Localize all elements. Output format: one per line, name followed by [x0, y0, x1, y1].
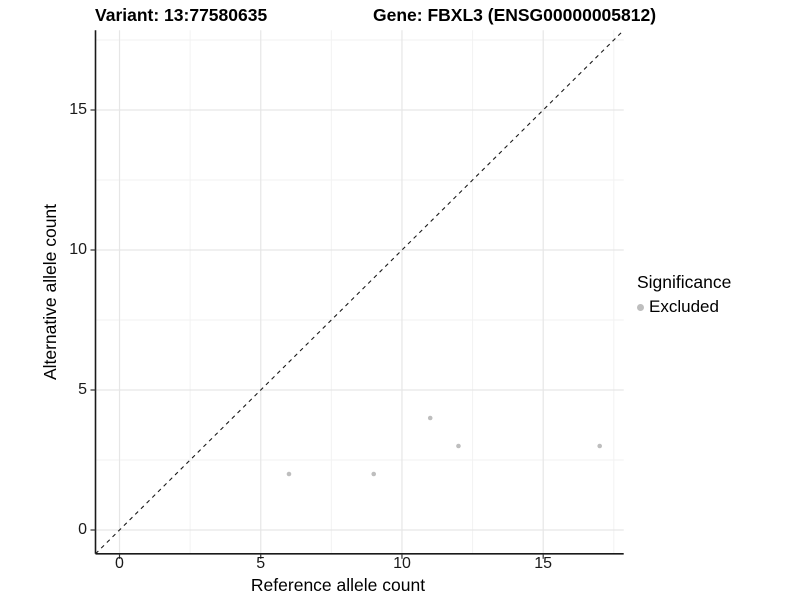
legend: Significance Excluded [637, 272, 731, 317]
legend-item-excluded: Excluded [637, 297, 731, 317]
y-tick-label: 10 [69, 241, 87, 258]
x-tick-label: 5 [256, 555, 266, 572]
x-tick-label: 10 [393, 555, 411, 572]
y-tick-label: 0 [78, 521, 87, 538]
x-tick-label: 0 [115, 555, 124, 572]
data-point [286, 471, 292, 477]
y-tick-label: 5 [78, 381, 87, 398]
x-axis-title: Reference allele count [250, 575, 426, 595]
legend-item-label: Excluded [649, 297, 719, 316]
excluded-point-swatch-icon [637, 303, 644, 311]
plot-title-gene: Gene: FBXL3 (ENSG00000005812) [373, 5, 657, 25]
plot-title-variant: Variant: 13:77580635 [95, 5, 268, 25]
y-tick-label: 15 [69, 101, 87, 118]
identity-line [95, 29, 625, 555]
x-tick-label: 15 [534, 555, 553, 572]
data-point [456, 443, 461, 449]
data-point [371, 471, 377, 477]
data-point [597, 443, 602, 449]
data-point [427, 415, 433, 421]
y-axis-title: Alternative allele count [40, 203, 60, 381]
legend-title: Significance [637, 272, 732, 292]
